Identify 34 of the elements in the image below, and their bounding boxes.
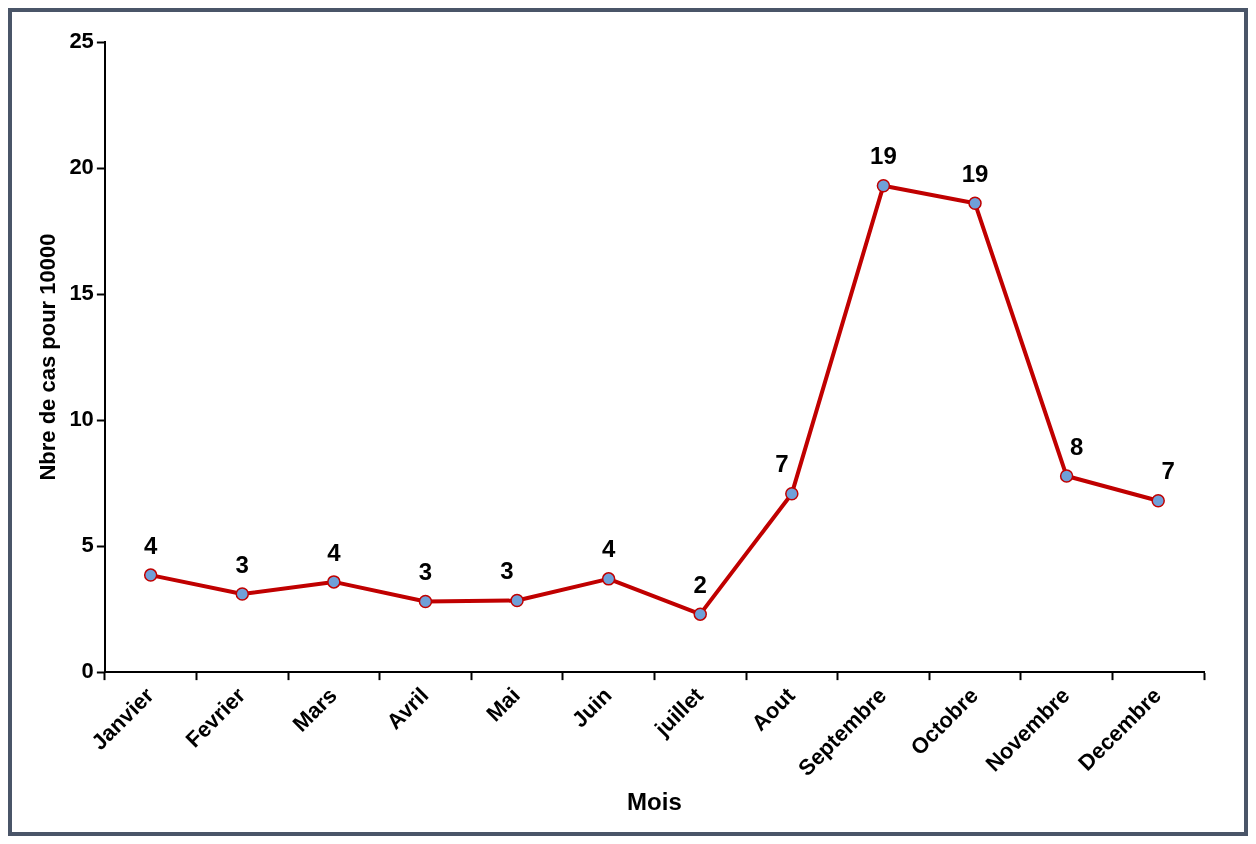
data-label: 3 xyxy=(500,557,514,585)
x-axis-title: Mois xyxy=(627,788,682,816)
data-label: 19 xyxy=(870,142,897,170)
point xyxy=(785,486,799,501)
y-axis-title: Nbre de cas pour 10000 xyxy=(35,233,61,481)
point xyxy=(143,568,158,582)
point xyxy=(510,593,524,608)
point xyxy=(693,607,707,621)
y-tick-label: 5 xyxy=(81,532,94,558)
x-tick-label: Juin xyxy=(566,682,617,733)
point xyxy=(1059,469,1074,483)
data-label: 4 xyxy=(327,538,342,566)
point xyxy=(601,572,616,586)
x-tick-label: Mai xyxy=(481,682,525,727)
y-tick-label: 25 xyxy=(69,28,94,54)
data-label: 7 xyxy=(1161,457,1175,485)
y-tick-label: 15 xyxy=(69,280,94,306)
point xyxy=(876,178,891,193)
data-label: 4 xyxy=(143,531,158,559)
y-tick-label: 20 xyxy=(69,154,94,180)
data-label: 4 xyxy=(601,535,616,563)
data-label: 3 xyxy=(418,558,433,586)
point xyxy=(327,575,341,589)
data-label: 2 xyxy=(693,570,707,598)
point xyxy=(418,594,433,609)
data-label: 8 xyxy=(1069,432,1084,460)
point xyxy=(1151,493,1165,508)
point xyxy=(968,196,982,211)
data-label: 7 xyxy=(775,450,789,478)
point xyxy=(235,587,250,601)
y-tick-label: 10 xyxy=(69,406,94,432)
data-label: 19 xyxy=(961,159,989,187)
y-tick-label: 0 xyxy=(81,658,94,684)
data-label: 3 xyxy=(235,550,249,578)
